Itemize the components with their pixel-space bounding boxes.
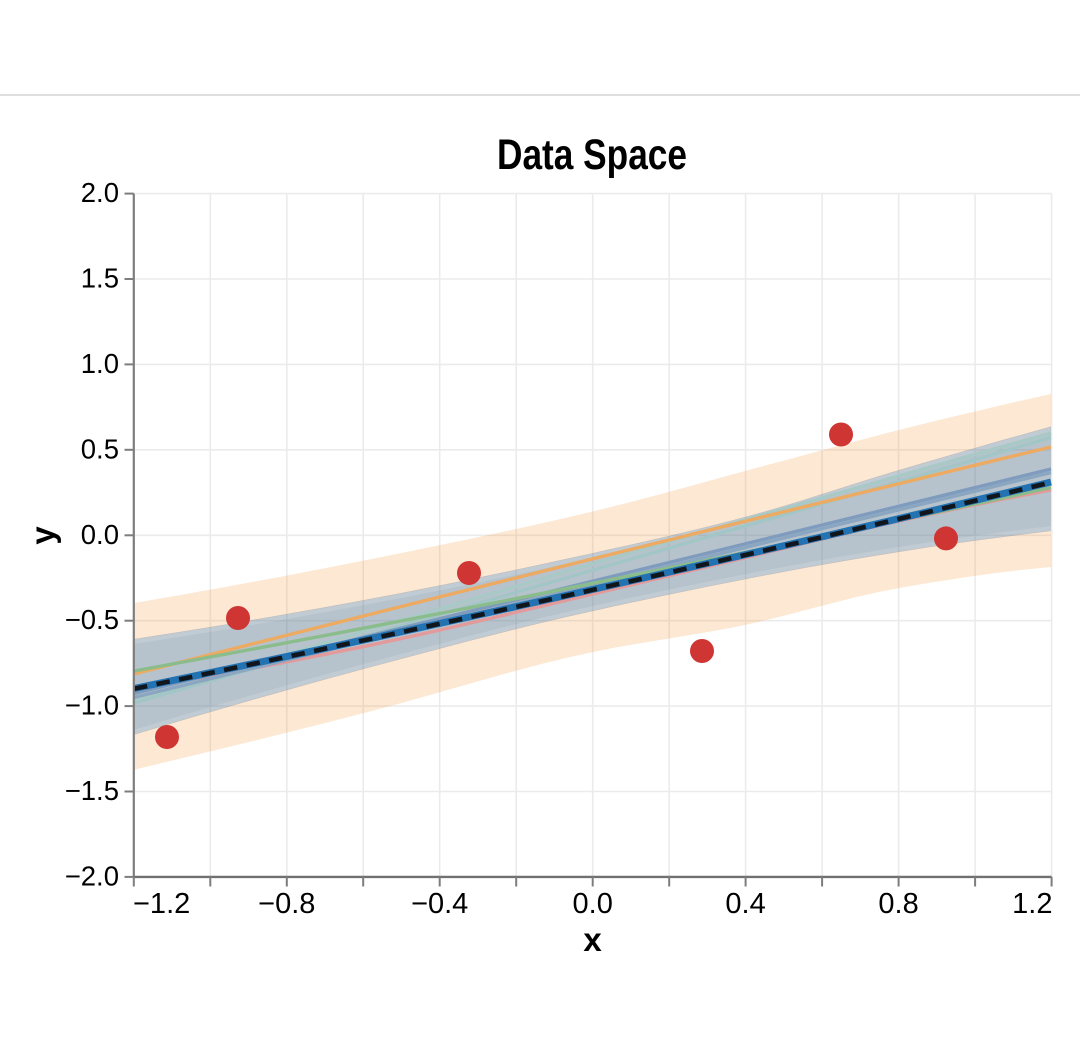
svg-text:x: x [583,921,602,958]
svg-text:Data Space: Data Space [497,131,687,179]
svg-text:y: y [24,526,61,545]
svg-text:−1.5: −1.5 [65,775,119,806]
svg-text:1.5: 1.5 [81,263,119,294]
svg-text:1.2: 1.2 [1012,888,1052,920]
svg-text:0.0: 0.0 [81,519,119,550]
svg-text:−0.5: −0.5 [65,604,119,635]
svg-text:−1.0: −1.0 [65,690,119,721]
svg-text:−2.0: −2.0 [65,860,119,891]
svg-text:0.8: 0.8 [878,888,918,920]
svg-text:−1.2: −1.2 [133,888,190,920]
svg-text:−0.8: −0.8 [258,888,315,920]
svg-text:0.4: 0.4 [725,888,765,920]
svg-text:−0.4: −0.4 [411,888,468,920]
svg-text:0.5: 0.5 [81,433,119,464]
svg-text:0.0: 0.0 [573,888,613,920]
svg-text:2.0: 2.0 [81,177,119,208]
svg-text:1.0: 1.0 [81,348,119,379]
